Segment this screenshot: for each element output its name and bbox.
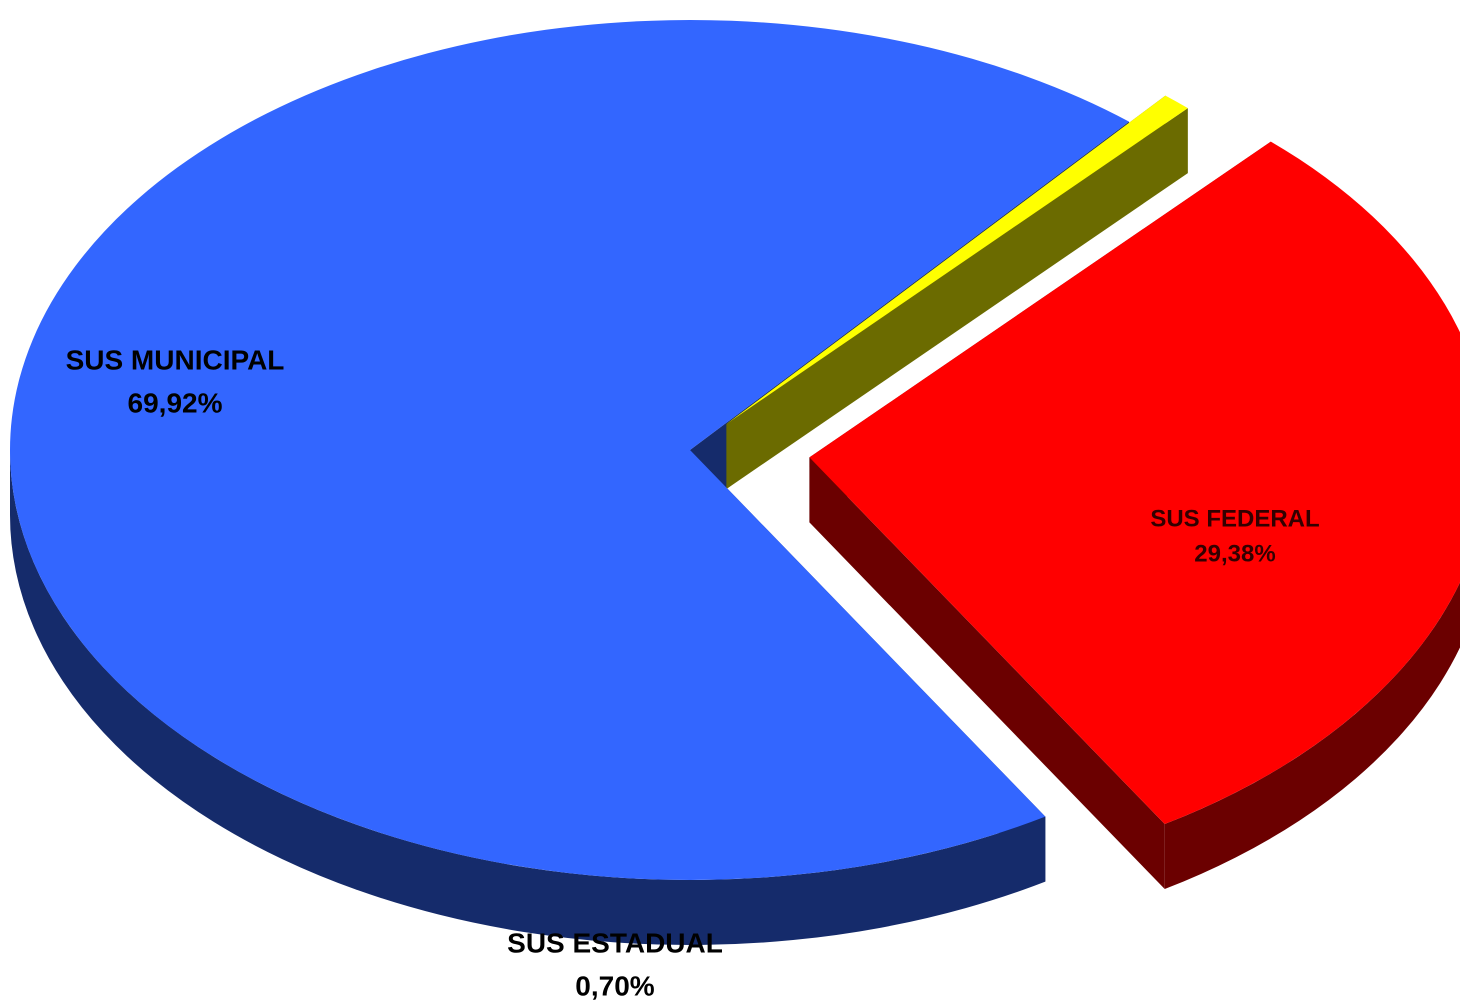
pie <box>10 19 1460 945</box>
slice-wall <box>1164 582 1460 890</box>
labels: SUS MUNICIPAL 69,92% SUS ESTADUAL 0,70% SUS … <box>66 344 1320 1001</box>
slice <box>10 19 1130 880</box>
slice-value: 29,38% <box>1194 540 1275 567</box>
slice-side <box>726 108 1188 489</box>
slice-value: 69,92% <box>128 387 223 418</box>
slice <box>726 95 1188 424</box>
slice-side <box>809 457 1165 890</box>
slice-label: SUS FEDERAL <box>1150 505 1319 532</box>
slice-wall <box>10 450 1046 945</box>
slice <box>809 141 1460 825</box>
slice-value: 0,70% <box>575 970 654 1001</box>
slice-label: SUS MUNICIPAL <box>66 344 285 375</box>
slice-label: SUS ESTADUAL <box>507 927 723 958</box>
